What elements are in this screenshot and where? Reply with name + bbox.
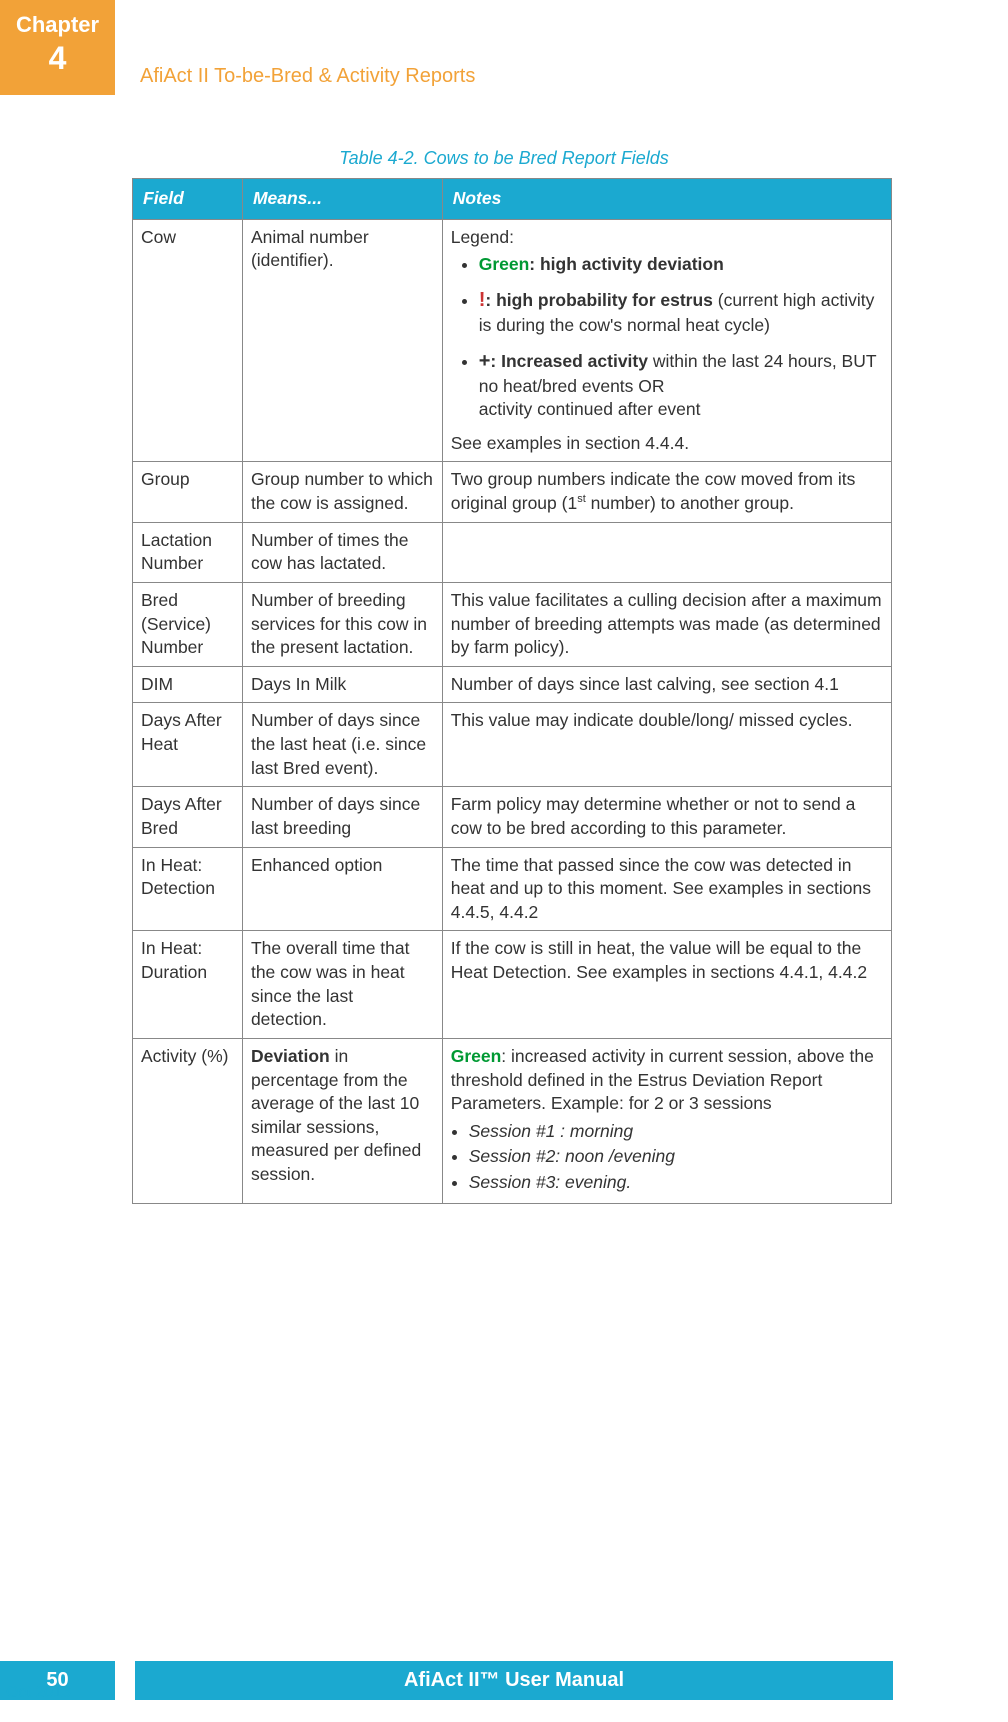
chapter-label: Chapter (0, 12, 115, 38)
cell-notes: The time that passed since the cow was d… (442, 847, 891, 931)
cell-notes: Farm policy may determine whether or not… (442, 787, 891, 847)
cell-field: Group (133, 462, 243, 522)
session-list: Session #1 : morning Session #2: noon /e… (451, 1120, 883, 1195)
cell-notes: Green: increased activity in current ses… (442, 1038, 891, 1203)
table-caption: Table 4-2. Cows to be Bred Report Fields (0, 148, 1008, 169)
legend-list: Green: high activity deviation !: high p… (451, 253, 883, 422)
legend-text: : high activity deviation (529, 254, 723, 274)
page-footer: 50 AfiAct II™ User Manual Oct 2013 (0, 1661, 1008, 1700)
table-row: Activity (%) Deviation in percentage fro… (133, 1038, 892, 1203)
cell-means: Group number to which the cow is assigne… (242, 462, 442, 522)
footer-title: AfiAct II™ User Manual (135, 1661, 893, 1700)
col-header-notes: Notes (442, 179, 891, 220)
table-row: Days After Heat Number of days since the… (133, 703, 892, 787)
legend-label: Legend: (451, 226, 883, 250)
table-row: In Heat: Detection Enhanced option The t… (133, 847, 892, 931)
legend-text: : high probability for estrus (485, 290, 713, 310)
footer-date: Oct 2013 (6, 1684, 71, 1702)
means-bold: Deviation (251, 1046, 330, 1066)
cell-means: Number of days since the last heat (i.e.… (242, 703, 442, 787)
cell-means: The overall time that the cow was in hea… (242, 931, 442, 1039)
cell-notes: If the cow is still in heat, the value w… (442, 931, 891, 1039)
cell-field: In Heat: Duration (133, 931, 243, 1039)
table-row: DIM Days In Milk Number of days since la… (133, 666, 892, 703)
cell-means: Number of days since last breeding (242, 787, 442, 847)
cell-notes: Legend: Green: high activity deviation !… (442, 219, 891, 462)
legend-mark: + (479, 350, 491, 372)
cell-notes: This value may indicate double/long/ mis… (442, 703, 891, 787)
legend-item: +: Increased activity within the last 24… (479, 348, 883, 422)
cell-means: Number of breeding services for this cow… (242, 582, 442, 666)
cell-notes: Two group numbers indicate the cow moved… (442, 462, 891, 522)
footer-bar: 50 AfiAct II™ User Manual (0, 1661, 1008, 1700)
notes-text: : increased activity in current session,… (451, 1046, 874, 1113)
legend-text: within the last 24 hours, BUT (648, 351, 877, 371)
legend-item: !: high probability for estrus (current … (479, 287, 883, 338)
chapter-number: 4 (0, 40, 115, 77)
cell-means: Deviation in percentage from the average… (242, 1038, 442, 1203)
table-row: In Heat: Duration The overall time that … (133, 931, 892, 1039)
see-reference: See examples in section 4.4.4. (451, 432, 883, 456)
session-item: Session #2: noon /evening (469, 1145, 883, 1169)
cell-field: Days After Heat (133, 703, 243, 787)
table-row: Cow Animal number (identifier). Legend: … (133, 219, 892, 462)
cell-field: Lactation Number (133, 522, 243, 582)
report-fields-table: Field Means... Notes Cow Animal number (… (132, 178, 892, 1204)
legend-text: activity continued after event (479, 399, 701, 419)
table-header-row: Field Means... Notes (133, 179, 892, 220)
cell-field: Days After Bred (133, 787, 243, 847)
notes-sup: st (577, 493, 586, 505)
cell-field: Cow (133, 219, 243, 462)
means-text: in percentage from the average of the la… (251, 1046, 421, 1184)
notes-text: number) to another group. (586, 493, 794, 513)
cell-means: Enhanced option (242, 847, 442, 931)
notes-green: Green (451, 1046, 502, 1066)
cell-field: Activity (%) (133, 1038, 243, 1203)
session-item: Session #3: evening. (469, 1171, 883, 1195)
table-row: Lactation Number Number of times the cow… (133, 522, 892, 582)
page-header-title: AfiAct II To-be-Bred & Activity Reports (140, 65, 475, 88)
cell-means: Animal number (identifier). (242, 219, 442, 462)
cell-field: In Heat: Detection (133, 847, 243, 931)
table-row: Group Group number to which the cow is a… (133, 462, 892, 522)
cell-notes: Number of days since last calving, see s… (442, 666, 891, 703)
legend-item: Green: high activity deviation (479, 253, 883, 277)
legend-text: no heat/bred events OR (479, 376, 665, 396)
table-row: Days After Bred Number of days since las… (133, 787, 892, 847)
legend-text: : Increased activity (490, 351, 648, 371)
session-item: Session #1 : morning (469, 1120, 883, 1144)
chapter-tab: Chapter 4 (0, 0, 115, 95)
cell-field: Bred (Service) Number (133, 582, 243, 666)
cell-means: Number of times the cow has lactated. (242, 522, 442, 582)
col-header-means: Means... (242, 179, 442, 220)
table-row: Bred (Service) Number Number of breeding… (133, 582, 892, 666)
col-header-field: Field (133, 179, 243, 220)
cell-means: Days In Milk (242, 666, 442, 703)
cell-field: DIM (133, 666, 243, 703)
legend-green: Green (479, 254, 530, 274)
cell-notes: This value facilitates a culling decisio… (442, 582, 891, 666)
cell-notes (442, 522, 891, 582)
